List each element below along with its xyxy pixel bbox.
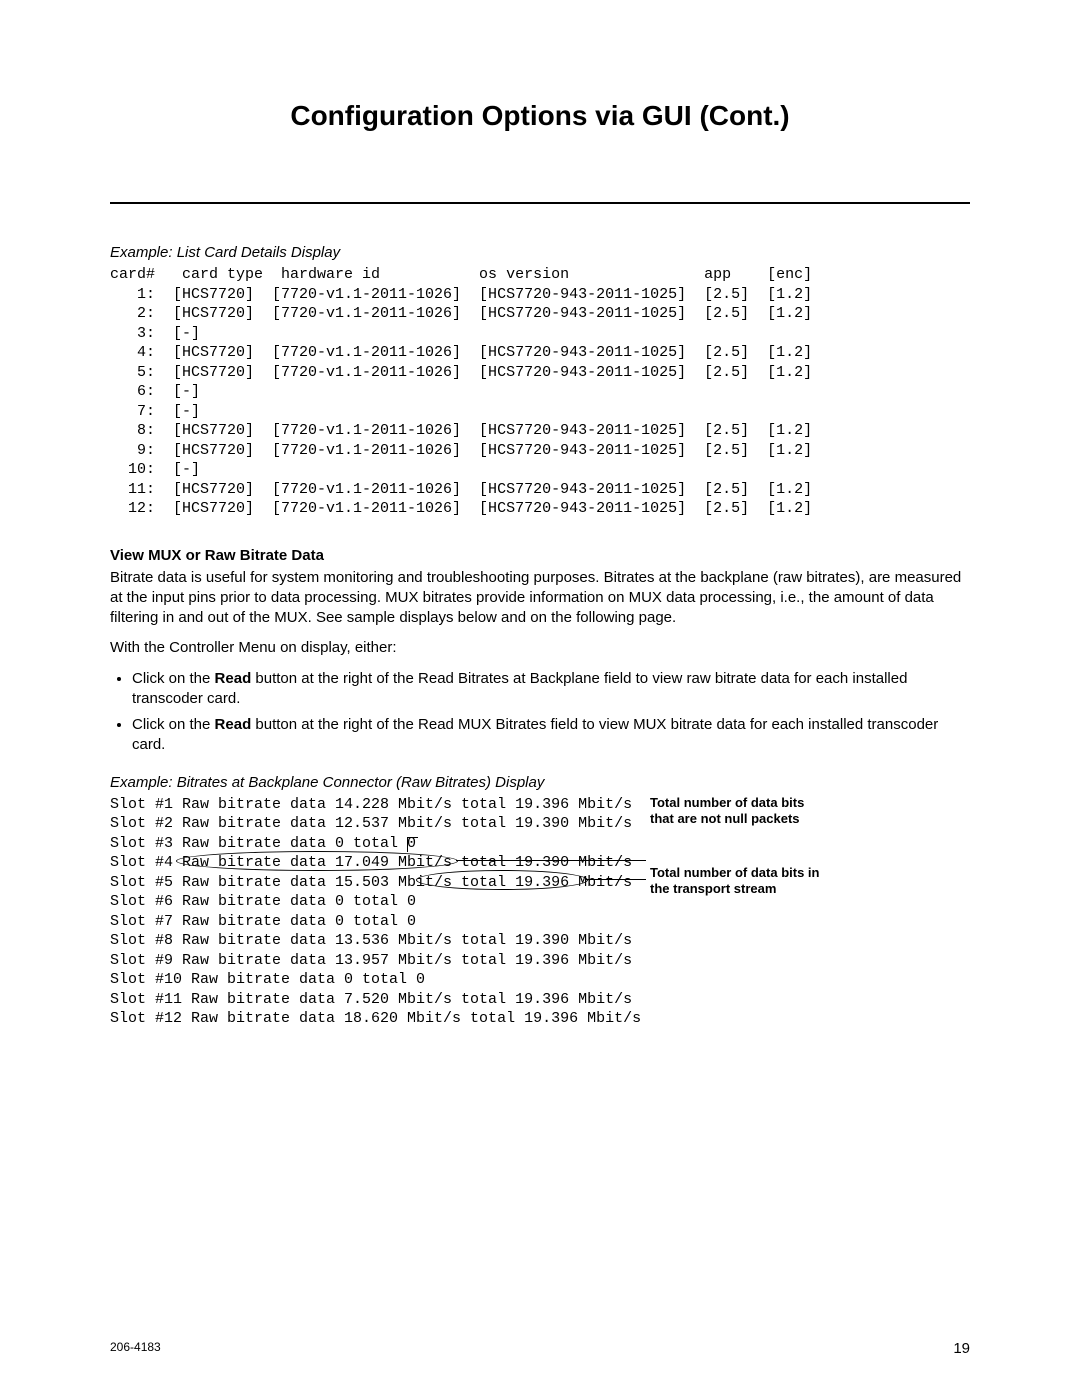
bullet-2: Click on the Read button at the right of… xyxy=(132,715,970,756)
paragraph-2: With the Controller Menu on display, eit… xyxy=(110,638,970,658)
page-footer: 206-4183 19 xyxy=(110,1340,970,1357)
annotation-oval-1 xyxy=(176,851,458,871)
annotation-line-2 xyxy=(586,879,646,880)
paragraph-1: Bitrate data is useful for system monito… xyxy=(110,568,970,629)
bullet-1-pre: Click on the xyxy=(132,670,215,687)
bracket-marker xyxy=(407,837,418,852)
bullet-2-pre: Click on the xyxy=(132,716,215,733)
page-title: Configuration Options via GUI (Cont.) xyxy=(110,100,970,132)
bullet-list: Click on the Read button at the right of… xyxy=(110,669,970,756)
footer-page-number: 19 xyxy=(953,1340,970,1357)
horizontal-rule xyxy=(110,202,970,204)
bitrate-lines: Slot #1 Raw bitrate data 14.228 Mbit/s t… xyxy=(110,795,970,1029)
example-2-label: Example: Bitrates at Backplane Connector… xyxy=(110,774,970,791)
bullet-2-bold: Read xyxy=(215,716,252,733)
bullet-1-bold: Read xyxy=(215,670,252,687)
card-details-table: card# card type hardware id os version a… xyxy=(110,265,970,519)
page: Configuration Options via GUI (Cont.) Ex… xyxy=(0,0,1080,1397)
example-1-label: Example: List Card Details Display xyxy=(110,244,970,261)
annotation-oval-2 xyxy=(416,870,588,890)
annotation-line-1 xyxy=(456,860,646,861)
bullet-2-post: button at the right of the Read MUX Bitr… xyxy=(132,716,938,753)
section-heading: View MUX or Raw Bitrate Data xyxy=(110,547,970,564)
bullet-1: Click on the Read button at the right of… xyxy=(132,669,970,710)
footer-doc-id: 206-4183 xyxy=(110,1340,161,1357)
bitrate-display-area: Slot #1 Raw bitrate data 14.228 Mbit/s t… xyxy=(110,795,970,1029)
